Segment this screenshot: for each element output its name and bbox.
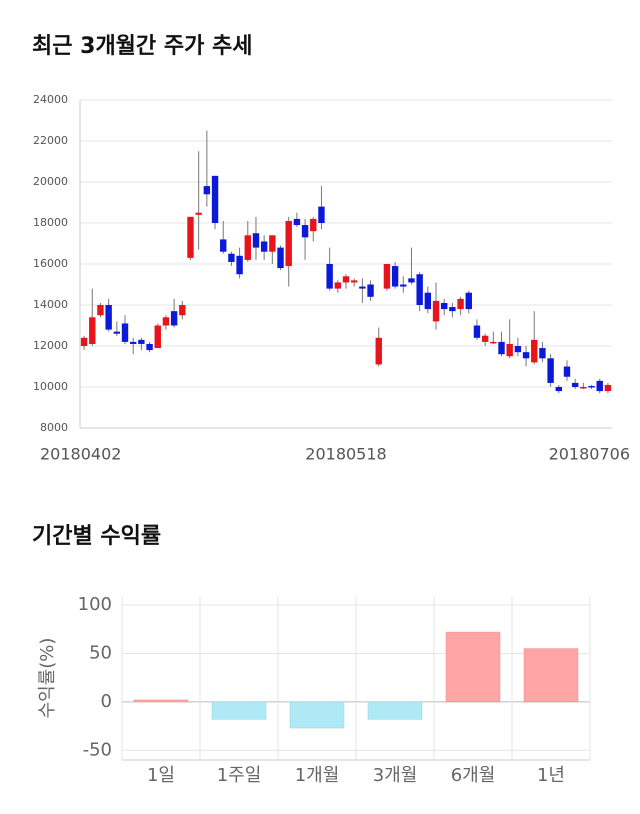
candle-body	[547, 358, 554, 383]
chart-title: 기간별 수익률	[32, 524, 161, 549]
y-tick-label: 24000	[33, 93, 68, 106]
candle-body	[146, 343, 153, 351]
candle-body	[211, 175, 219, 223]
y-tick-label: 8000	[40, 421, 68, 434]
candle-body	[441, 302, 448, 310]
candle-body	[408, 278, 415, 283]
candle-body	[162, 317, 170, 326]
candle-body	[514, 346, 522, 353]
candle-body	[277, 247, 284, 269]
candle-body	[236, 255, 243, 275]
candle-body	[334, 282, 342, 289]
candle-body	[555, 387, 562, 392]
candle-body	[121, 323, 129, 342]
candle-body	[580, 387, 587, 389]
y-tick-label: 20000	[33, 175, 68, 188]
x-tick-label: 20180402	[40, 445, 121, 464]
candle-body	[432, 300, 440, 322]
x-tick-label: 1주일	[217, 765, 262, 786]
y-axis-label: 수익률(%)	[37, 638, 58, 719]
bar	[133, 699, 189, 703]
candle-body	[244, 235, 251, 260]
candle-body	[367, 284, 374, 297]
y-tick-label: 10000	[33, 380, 68, 393]
candle-body	[269, 235, 276, 252]
candle-body	[97, 305, 104, 316]
candle-body	[596, 380, 603, 392]
x-tick-label: 1개월	[295, 765, 340, 786]
candle-body	[105, 305, 112, 330]
candle-body	[138, 339, 145, 344]
candle-body	[170, 311, 178, 326]
x-tick-label: 3개월	[373, 765, 418, 786]
candle-body	[350, 280, 358, 283]
candle-body	[498, 341, 505, 355]
y-tick-label: 22000	[33, 134, 68, 147]
candle-body	[571, 382, 579, 387]
candle-body	[89, 317, 96, 344]
candle-body	[424, 292, 432, 310]
candle-body	[465, 292, 472, 310]
candle-body	[416, 274, 423, 305]
candle-body	[506, 343, 513, 357]
bar	[445, 631, 501, 703]
candle-body	[187, 216, 194, 258]
y-tick-label: 16000	[33, 257, 68, 270]
candle-body	[383, 264, 391, 289]
chart-title: 최근 3개월간 주가 추세	[32, 34, 252, 59]
candle-body	[604, 384, 612, 392]
bar	[523, 648, 579, 703]
candle-body	[457, 298, 464, 310]
y-tick-label: 18000	[33, 216, 68, 229]
candle-body	[252, 233, 260, 248]
candle-body	[154, 325, 161, 349]
candle-body	[113, 331, 121, 334]
candle-body	[400, 284, 407, 287]
bar	[289, 701, 345, 729]
candle-body	[490, 341, 497, 344]
x-tick-label: 20180518	[305, 445, 386, 464]
x-tick-label: 20180706	[549, 445, 630, 464]
candle-body	[449, 307, 456, 312]
candle-body	[293, 218, 301, 226]
candle-body	[179, 305, 186, 316]
x-tick-label: 6개월	[451, 765, 496, 786]
candle-body	[326, 264, 333, 289]
candle-body	[310, 218, 317, 232]
candle-body	[195, 212, 202, 215]
candle-body	[539, 348, 546, 359]
y-tick-label: -50	[83, 739, 112, 760]
x-tick-label: 1년	[537, 765, 565, 786]
candle-body	[473, 325, 481, 338]
candle-body	[359, 286, 366, 289]
candle-body	[563, 366, 571, 377]
candle-body	[80, 337, 88, 346]
candle-body	[522, 352, 530, 359]
y-tick-label: 50	[89, 642, 112, 663]
candle-body	[285, 220, 292, 267]
candle-body	[130, 341, 137, 344]
y-tick-label: 100	[78, 594, 112, 615]
candle-body	[588, 385, 595, 388]
bar	[211, 701, 267, 720]
y-tick-label: 12000	[33, 339, 68, 352]
candle-body	[481, 335, 489, 342]
candle-body	[228, 253, 235, 262]
candle-body	[342, 276, 350, 283]
candle-body	[220, 239, 227, 252]
candle-body	[203, 186, 211, 195]
y-tick-label: 0	[101, 691, 112, 712]
x-tick-label: 1일	[147, 765, 175, 786]
candle-body	[301, 225, 309, 238]
y-tick-label: 14000	[33, 298, 68, 311]
candle-body	[260, 241, 268, 252]
candle-body	[318, 206, 325, 223]
bar	[367, 701, 423, 720]
candle-body	[531, 339, 538, 363]
candle-body	[391, 266, 399, 287]
candle-body	[375, 337, 382, 365]
